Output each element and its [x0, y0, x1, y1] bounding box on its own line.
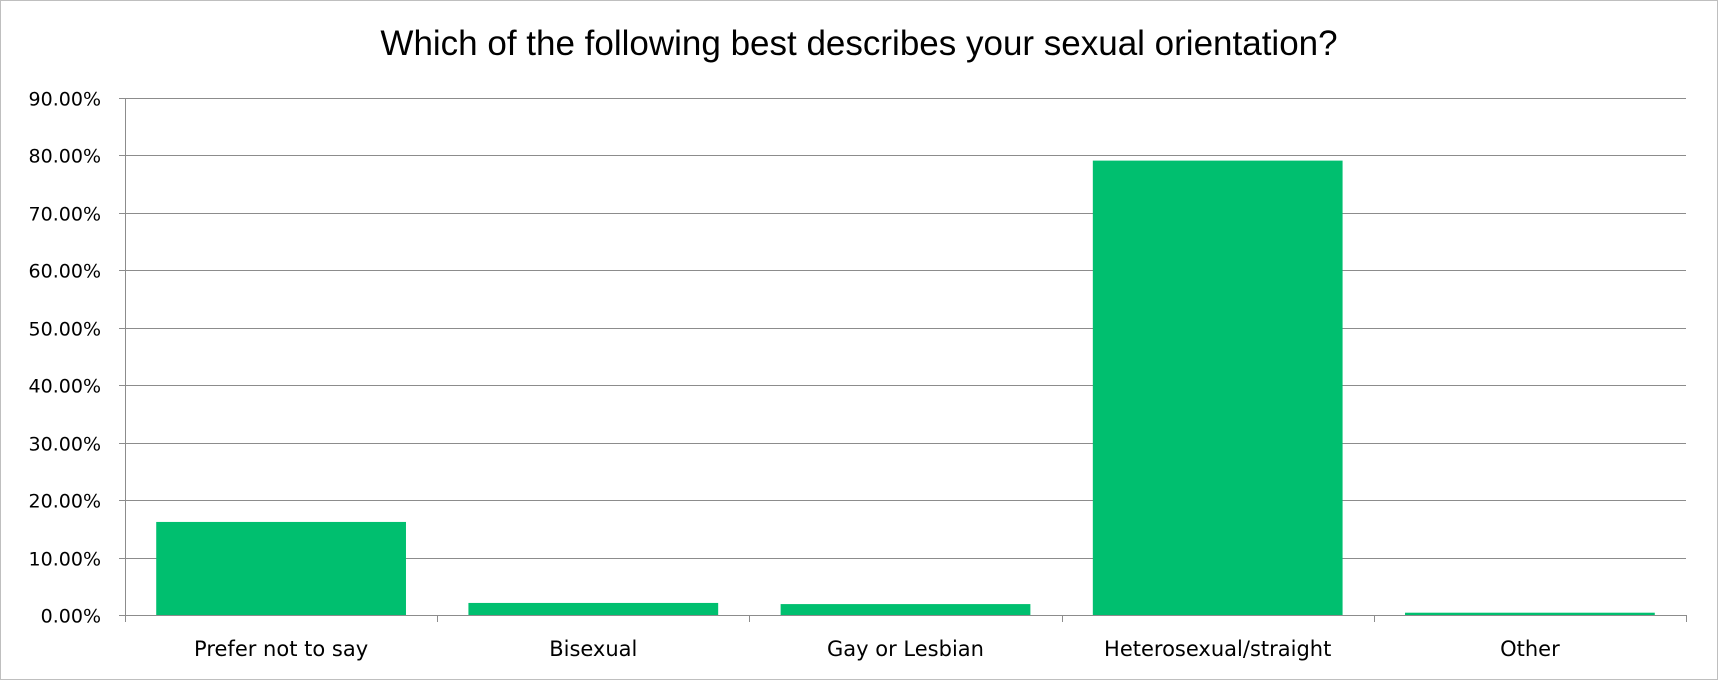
y-tick-label: 20.00% — [29, 491, 101, 513]
x-category-label: Bisexual — [549, 637, 637, 661]
x-category-label: Other — [1500, 637, 1560, 661]
y-tick-label: 60.00% — [29, 261, 101, 283]
gridlines — [125, 98, 1686, 559]
bar — [156, 521, 406, 615]
y-tick-label: 30.00% — [29, 434, 101, 456]
x-axis-category-labels: Prefer not to say Bisexual Gay or Lesbian H… — [194, 637, 1560, 661]
y-tick-label: 80.00% — [29, 146, 101, 168]
bar — [1405, 612, 1655, 615]
x-category-label: Prefer not to say — [194, 637, 368, 661]
y-tick-label: 50.00% — [29, 319, 101, 341]
bar — [468, 602, 719, 615]
y-tick-label: 0.00% — [41, 606, 101, 628]
x-category-label: Gay or Lesbian — [827, 637, 984, 661]
bar — [780, 604, 1031, 615]
chart-title: Which of the following best describes yo… — [380, 24, 1337, 63]
y-axis-tick-labels: 0.00% 10.00% 20.00% 30.00% 40.00% 50.00% 60.00… — [29, 89, 101, 628]
bar — [1092, 160, 1343, 615]
y-tick-label: 10.00% — [29, 549, 101, 571]
y-tick-label: 40.00% — [29, 376, 101, 398]
bars — [156, 160, 1655, 615]
axes — [119, 98, 1687, 622]
y-tick-label: 90.00% — [29, 89, 101, 111]
x-category-label: Heterosexual/straight — [1104, 637, 1331, 661]
y-tick-label: 70.00% — [29, 204, 101, 226]
